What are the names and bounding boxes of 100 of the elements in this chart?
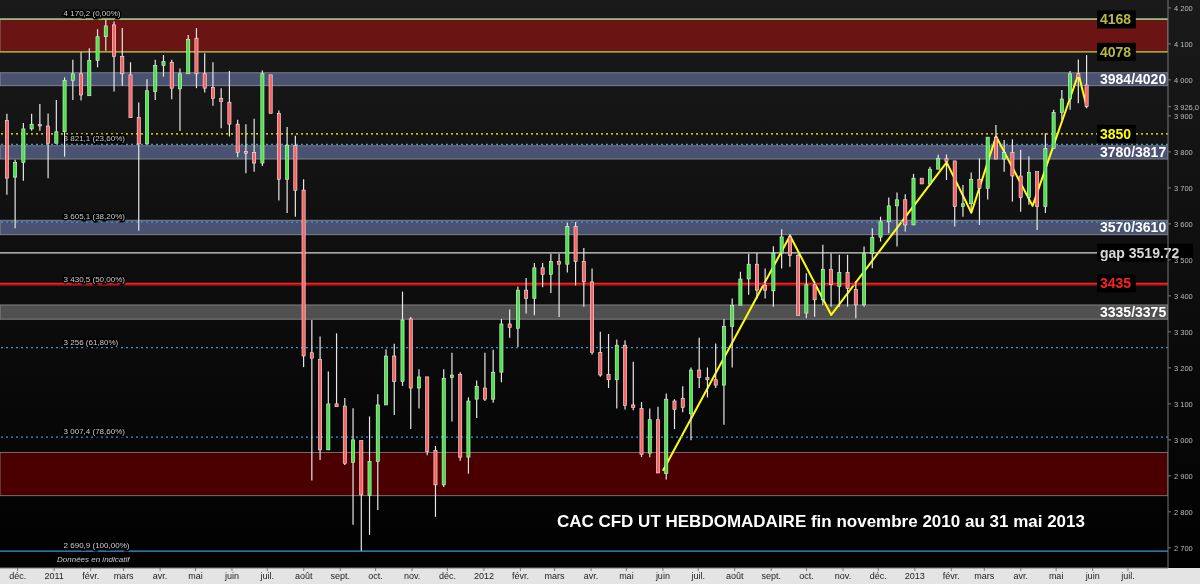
candlestick <box>367 415 372 536</box>
candlestick <box>1059 89 1064 121</box>
candlestick <box>722 318 726 426</box>
x-tick-label: mars <box>544 571 566 582</box>
x-tick-label: sept. <box>761 571 781 582</box>
annotation: 3 430,5 (50,00%) <box>63 274 126 284</box>
candlestick <box>417 368 421 410</box>
candlestick <box>309 319 314 482</box>
candlestick <box>491 349 496 404</box>
x-tick-label: avr. <box>152 571 168 582</box>
x-tick-label: mars <box>974 571 995 582</box>
annotation: Données en indicatif <box>57 555 130 564</box>
x-tick-label: mars <box>113 571 135 582</box>
candlestick <box>787 233 792 268</box>
annotation: 3 605,1 (38,20%) <box>63 212 126 222</box>
candlestick <box>557 253 561 318</box>
candlestick <box>631 361 636 411</box>
x-tick-label: oct. <box>799 571 814 582</box>
candlestick <box>145 78 149 145</box>
x-tick-label: juil. <box>259 571 275 582</box>
candlestick <box>268 74 273 114</box>
candlestick <box>1027 155 1031 206</box>
x-tick-label: juin <box>654 571 670 582</box>
candlestick <box>862 245 866 308</box>
candlestick <box>285 126 289 214</box>
candlestick <box>623 339 627 411</box>
x-tick-label: déc. <box>438 571 456 582</box>
x-tick-label: avr. <box>583 571 599 582</box>
candlestick <box>656 406 660 474</box>
candlestick <box>37 103 42 132</box>
candlestick <box>1051 109 1056 149</box>
candlestick <box>276 109 281 202</box>
candlestick <box>524 277 529 315</box>
x-tick-label: mai <box>1048 571 1064 582</box>
candlestick <box>713 342 718 389</box>
candlestick <box>202 52 207 94</box>
candlestick <box>672 398 677 430</box>
band-label: 3780/3817 <box>1100 144 1167 161</box>
candlestick <box>450 352 454 423</box>
ref-line-label: 3850 <box>1100 125 1132 142</box>
annotation: 4 170,2 (0,00%) <box>63 8 121 18</box>
x-tick-label: mai <box>188 571 203 582</box>
candlestick <box>796 253 800 316</box>
candlestick <box>755 252 759 299</box>
band-label: 3335/3375 <box>1100 304 1167 321</box>
candlestick <box>928 166 932 185</box>
candlestick <box>763 267 768 299</box>
annotation: 2 690,9 (100,00%) <box>63 541 130 551</box>
x-tick-label: juil. <box>690 571 705 582</box>
ref-line-label: 3435 <box>1100 275 1132 292</box>
candlestick <box>994 124 998 160</box>
x-tick-label: août <box>295 571 314 582</box>
candlestick <box>5 113 9 196</box>
candlestick <box>318 335 322 461</box>
x-tick-label: nov. <box>834 571 852 582</box>
candlestick <box>961 184 965 218</box>
candlestick <box>919 177 924 185</box>
x-tick-label: août <box>725 571 744 582</box>
candlestick <box>408 316 413 430</box>
candlestick <box>548 253 553 294</box>
candlestick <box>689 366 693 441</box>
candlestick <box>178 67 182 132</box>
x-tick-label: mai <box>619 571 634 582</box>
candlestick <box>334 332 339 408</box>
annotation: 3 256 (61,80%) <box>63 337 119 347</box>
annotation: 3 007,4 (78,60%) <box>63 427 126 437</box>
x-tick-label: sept. <box>330 571 351 582</box>
candlestick <box>79 51 83 102</box>
band-label: 3984/4020 <box>1100 71 1167 88</box>
ref-line-label: 4168 <box>1100 11 1132 28</box>
candlestick <box>326 370 331 451</box>
x-tick-label: oct. <box>368 571 383 582</box>
band-label: 3570/3610 <box>1100 219 1167 236</box>
x-tick-label: juin <box>223 571 239 582</box>
candlestick <box>1068 70 1072 111</box>
candlestick <box>46 112 50 179</box>
candlestick <box>944 153 949 181</box>
candlestick <box>483 352 487 402</box>
candlestick <box>54 99 59 144</box>
candlestick <box>952 160 957 228</box>
x-tick-label: févr. <box>942 571 960 582</box>
candlestick <box>598 331 603 378</box>
x-tick-label: déc. <box>9 571 27 582</box>
candlestick <box>590 267 594 356</box>
x-tick-label: juil. <box>1120 571 1135 582</box>
candlestick <box>384 348 388 406</box>
candlestick <box>895 191 899 248</box>
x-tick-label: 2011 <box>44 571 64 582</box>
candlestick <box>1035 171 1040 231</box>
x-tick-label: juin <box>1084 571 1100 582</box>
candlestick <box>829 252 833 308</box>
ref-line-label: 4078 <box>1100 43 1132 60</box>
candlestick <box>351 407 355 526</box>
x-tick-label: nov. <box>403 571 421 582</box>
x-tick-label: déc. <box>869 571 887 582</box>
x-tick-label: 2013 <box>904 571 925 582</box>
candlestick <box>13 159 18 229</box>
candlestick <box>977 157 982 226</box>
candlestick <box>359 440 364 552</box>
x-tick-label: 2012 <box>473 571 494 582</box>
